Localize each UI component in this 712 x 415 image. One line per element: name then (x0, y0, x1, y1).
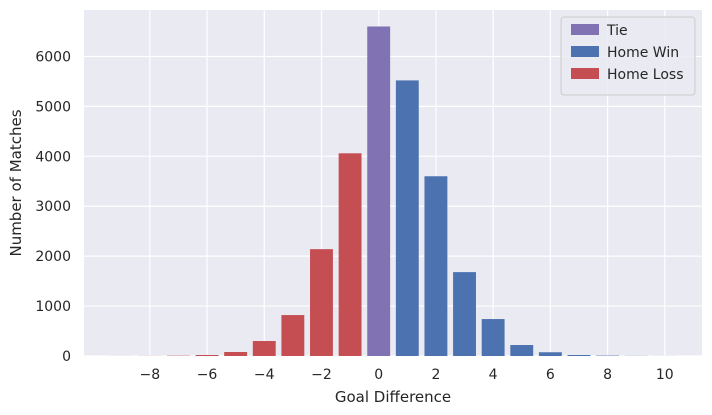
y-tick-label: 5000 (35, 99, 71, 115)
bars (109, 26, 677, 357)
bar-home-loss (224, 352, 248, 356)
bar-home-loss (310, 249, 333, 356)
bar-home-loss (195, 355, 219, 356)
y-axis-ticks: 0 1000 2000 3000 4000 5000 6000 (35, 49, 71, 365)
bar-home-loss (281, 315, 305, 356)
legend-swatch (571, 24, 599, 35)
bar-home-win (481, 319, 505, 356)
y-tick-label: 3000 (35, 199, 71, 215)
x-tick-label: −8 (139, 367, 160, 383)
legend-label: Home Win (607, 45, 679, 61)
y-tick-label: 2000 (35, 249, 71, 265)
x-tick-label: 4 (489, 367, 498, 383)
y-tick-label: 1000 (35, 299, 71, 315)
legend-label: Tie (606, 23, 628, 39)
bar-home-win (510, 345, 534, 356)
legend: Tie Home Win Home Loss (560, 16, 696, 96)
y-axis-label: Number of Matches (7, 109, 25, 256)
y-tick-label: 0 (62, 349, 71, 365)
x-tick-label: 0 (374, 367, 383, 383)
legend-swatch (571, 46, 599, 57)
bar-home-loss (338, 153, 362, 356)
x-tick-label: 8 (603, 367, 612, 383)
bar-home-loss (252, 341, 276, 356)
x-tick-label: −4 (254, 367, 275, 383)
x-tick-label: 6 (546, 367, 555, 383)
x-tick-label: 2 (431, 367, 440, 383)
bar-home-win (538, 352, 562, 356)
bar-home-win (424, 176, 448, 356)
bar-home-win (395, 80, 419, 357)
bar-home-win (567, 355, 591, 356)
y-tick-label: 4000 (35, 149, 71, 165)
legend-swatch (571, 68, 599, 79)
x-tick-label: 10 (656, 367, 674, 383)
x-tick-label: −2 (311, 367, 332, 383)
bar-home-win (453, 272, 476, 356)
y-tick-label: 6000 (35, 49, 71, 65)
legend-label: Home Loss (607, 67, 684, 83)
bar-tie (367, 26, 391, 356)
x-axis-label: Goal Difference (335, 388, 451, 406)
x-tick-label: −6 (197, 367, 218, 383)
x-axis-ticks: −8 −6 −4 −2 0 2 4 6 8 10 (139, 367, 673, 383)
